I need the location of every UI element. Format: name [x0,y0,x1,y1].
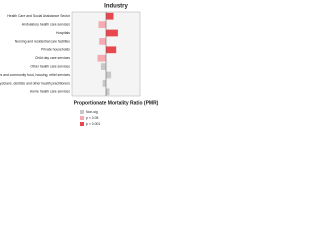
legend-label: Non-sig [86,110,98,114]
y-tick-label: Hospitals [56,31,70,35]
bar [97,54,106,62]
legend-swatch [80,110,84,114]
legend-label: p < 0.001 [86,122,100,126]
bar [102,80,106,87]
bar [106,12,114,20]
bar [99,38,106,45]
y-tick-label: Other health care services [30,64,70,68]
bar [106,46,117,54]
legend-swatch [80,122,84,126]
y-tick-label: Home health care services [30,90,70,94]
chart-title: Industry [104,4,128,10]
y-tick-label: Nursing and residential care facilities [15,39,71,43]
y-tick-label: Health Care and Social Assistance Sector [7,14,71,18]
chart: Industry Proportionate Mortality Ratio (… [0,4,159,126]
y-tick-label: Private households [41,48,70,52]
bar [106,71,112,79]
bar [106,29,118,37]
y-tick-label: Offices of physicians, dentists and othe… [0,81,70,85]
y-tick-label: Individual and family services and commu… [0,73,70,77]
x-axis-label: Proportionate Mortality Ratio (PMR) [74,100,159,106]
bar [106,88,110,96]
y-tick-label: Child day care services [35,56,70,60]
legend-label: p < 0.05 [86,116,98,120]
y-tick-label: Ambulatory health care services [22,22,71,26]
bar [100,63,106,70]
legend-swatch [80,116,84,120]
bar [98,21,106,28]
